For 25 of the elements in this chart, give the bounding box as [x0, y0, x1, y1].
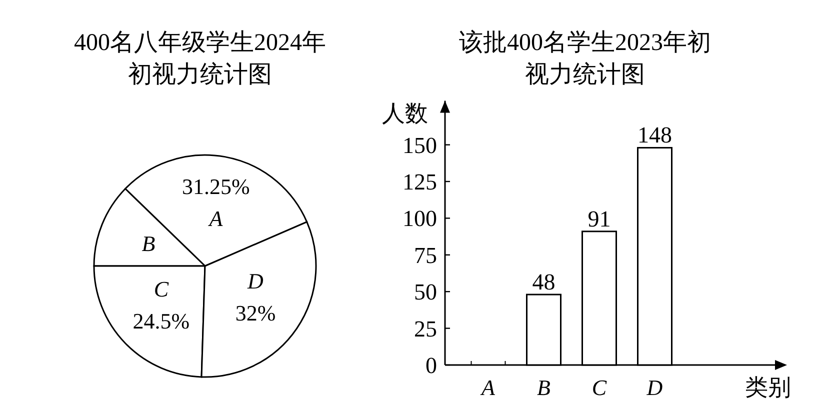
- x-tick-label: C: [592, 375, 607, 400]
- data-label: 91: [588, 206, 611, 232]
- slice-label: B: [142, 231, 156, 256]
- y-tick-label: 100: [402, 206, 437, 232]
- x-tick-label: A: [480, 375, 496, 400]
- y-tick-label: 25: [414, 316, 437, 342]
- slice-label: A: [207, 206, 224, 231]
- data-label: 24.5%: [132, 308, 190, 334]
- y-tick-label: 150: [402, 132, 437, 158]
- data-label: 31.25%: [182, 174, 250, 199]
- x-axis-title: 类别: [745, 375, 791, 400]
- y-tick-label: 75: [414, 242, 437, 268]
- y-axis-title: 人数: [382, 100, 428, 126]
- data-label: 48: [532, 270, 556, 295]
- y-tick-label: 125: [402, 170, 437, 194]
- slice-label: D: [246, 268, 264, 294]
- y-tick-label: 0: [426, 353, 437, 378]
- x-tick-label: B: [537, 375, 550, 400]
- y-tick-label: 50: [414, 280, 437, 305]
- data-label: 148: [638, 122, 672, 148]
- chart-title: 400名八年级学生2024年初视力统计图: [74, 30, 326, 88]
- chart-title: 该批400名学生2023年初视力统计图: [459, 29, 711, 88]
- data-label: 32%: [235, 300, 276, 326]
- x-tick-label: D: [646, 375, 663, 400]
- slice-label: C: [154, 276, 169, 302]
